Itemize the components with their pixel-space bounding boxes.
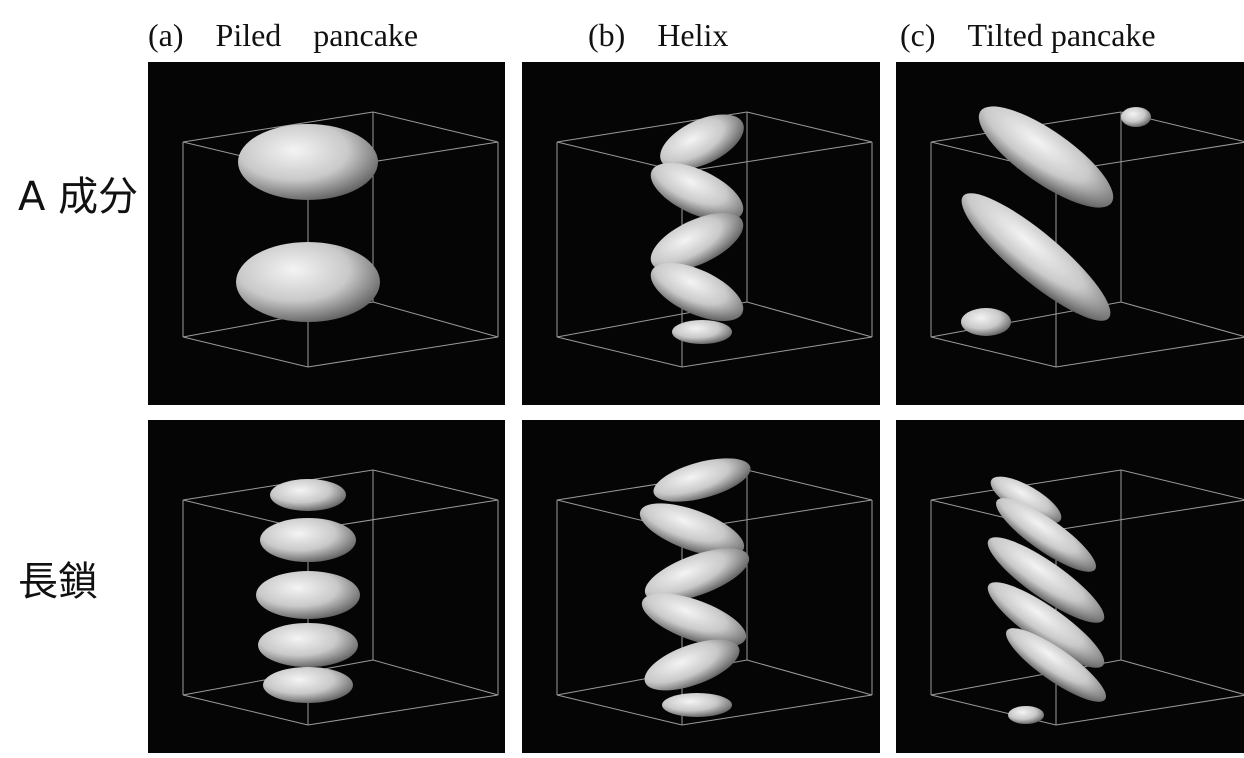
isosurface [1121,107,1151,127]
isosurface [256,571,360,619]
panel [522,420,880,753]
isosurface [260,518,356,562]
panel-background [148,62,505,405]
panel [148,420,505,753]
row-label: 長鎖 [18,559,98,605]
isosurface [236,242,380,322]
panel [896,62,1244,405]
isosurface [270,479,346,511]
isosurface [662,693,732,717]
isosurface [961,308,1011,336]
isosurface [263,667,353,703]
panel [148,62,505,405]
column-header: (a) Piled pancake [148,17,418,53]
panel [522,62,880,405]
isosurface [238,124,378,200]
figure: (a) Piled pancake (b) Helix (c) Tilted p… [0,0,1244,753]
row-label: A 成分 [18,174,138,220]
column-header: (c) Tilted pancake [900,17,1156,53]
panel-background [896,62,1244,405]
column-header: (b) Helix [588,17,728,53]
isosurface [672,320,732,344]
isosurface [1008,706,1044,724]
panel [896,420,1244,753]
isosurface [258,623,358,667]
